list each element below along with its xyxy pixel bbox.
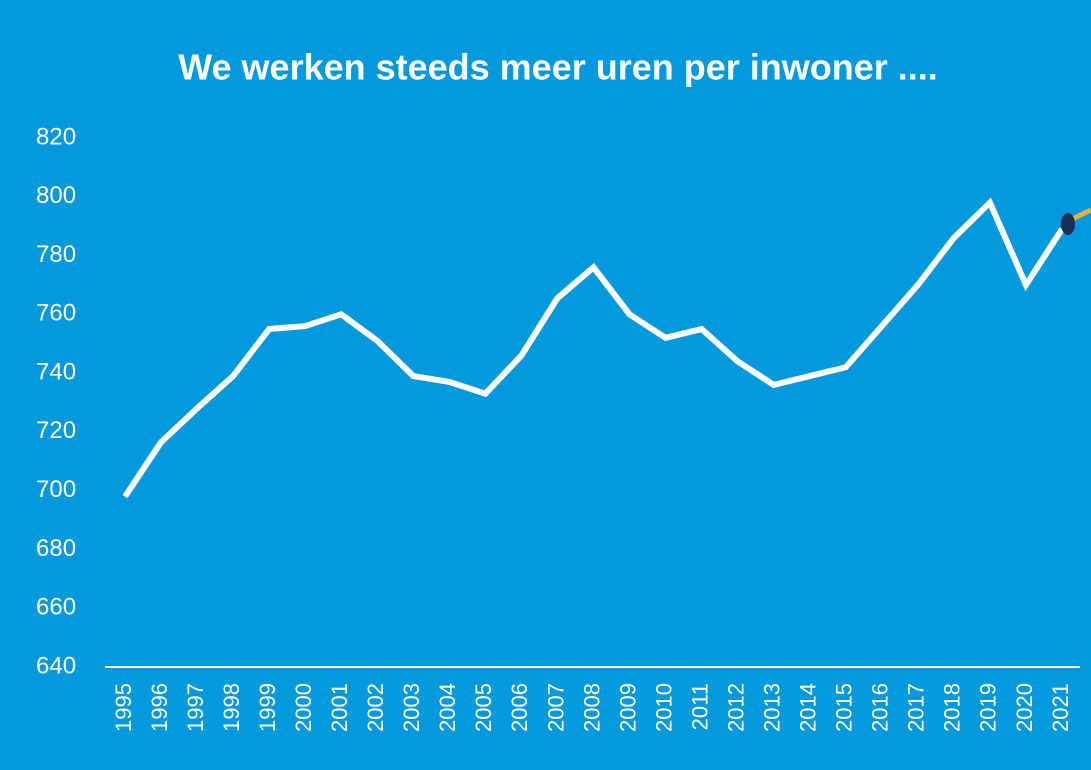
background	[0, 0, 1091, 770]
x-tick-label: 1997	[183, 683, 208, 732]
x-tick-label: 2011	[687, 683, 712, 730]
y-tick-label: 660	[36, 594, 76, 621]
x-tick-label: 1996	[147, 683, 172, 732]
x-tick-label: 2007	[543, 683, 568, 732]
x-tick-label: 2005	[471, 683, 496, 732]
y-tick-label: 780	[36, 241, 76, 268]
x-tick-label: 2019	[976, 683, 1001, 732]
y-tick-label: 740	[36, 358, 76, 385]
y-tick-label: 800	[36, 182, 76, 209]
y-tick-label: 820	[36, 123, 76, 150]
x-tick-label: 2018	[940, 683, 965, 732]
x-tick-label: 2001	[327, 683, 352, 732]
x-tick-label: 2014	[796, 683, 821, 732]
x-tick-label: 1995	[111, 683, 136, 732]
x-tick-label: 2000	[291, 683, 316, 732]
y-tick-label: 700	[36, 476, 76, 503]
y-tick-label: 640	[36, 652, 76, 679]
x-tick-label: 2002	[363, 683, 388, 732]
x-tick-label: 2012	[723, 683, 748, 732]
y-tick-label: 720	[36, 417, 76, 444]
x-tick-label: 2020	[1012, 683, 1037, 732]
y-tick-label: 760	[36, 300, 76, 327]
x-tick-label: 2004	[435, 683, 460, 732]
x-tick-label: 2006	[507, 683, 532, 732]
x-tick-label: 1999	[255, 683, 280, 732]
x-tick-label: 2003	[399, 683, 424, 732]
x-tick-label: 2008	[579, 683, 604, 732]
chart-title: We werken steeds meer uren per inwoner .…	[178, 47, 938, 88]
x-tick-label: 2013	[760, 683, 785, 732]
x-tick-label: 1998	[219, 683, 244, 732]
x-tick-label: 2010	[651, 683, 676, 732]
x-tick-label: 2017	[904, 683, 929, 732]
x-tick-label: 2021	[1048, 683, 1073, 732]
x-tick-label: 2015	[832, 683, 857, 732]
pointer-decoration	[1061, 213, 1075, 235]
y-tick-label: 680	[36, 535, 76, 562]
x-tick-label: 2016	[868, 683, 893, 732]
x-tick-label: 2009	[615, 683, 640, 732]
chart: We werken steeds meer uren per inwoner .…	[0, 0, 1091, 770]
